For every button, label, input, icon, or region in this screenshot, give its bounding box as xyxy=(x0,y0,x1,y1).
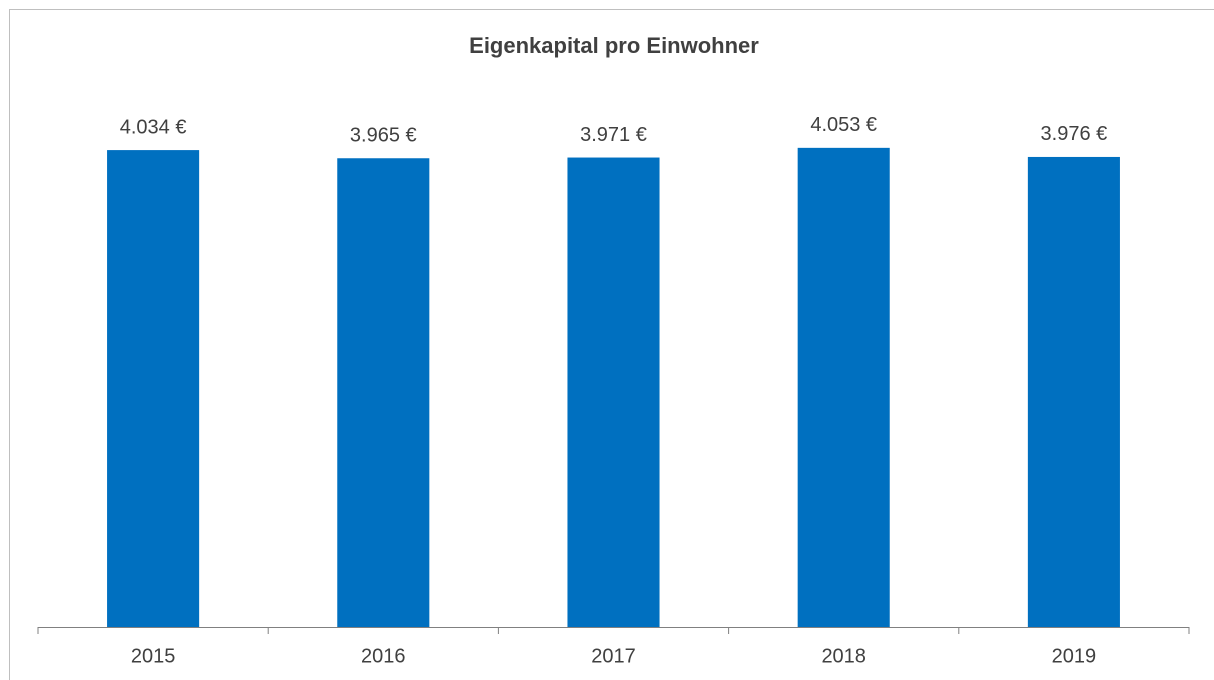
bar xyxy=(797,147,890,627)
data-label: 3.971 € xyxy=(580,124,647,146)
data-label: 3.976 € xyxy=(1041,123,1108,145)
data-label: 4.053 € xyxy=(810,114,877,136)
chart-title: Eigenkapital pro Einwohner xyxy=(469,33,759,58)
x-tick-label: 2017 xyxy=(591,645,636,667)
data-label: 3.965 € xyxy=(350,125,417,147)
bar xyxy=(1027,156,1120,628)
chart-frame xyxy=(9,9,1214,680)
bar xyxy=(107,150,200,627)
bar xyxy=(567,157,660,627)
x-tick-label: 2016 xyxy=(361,645,406,667)
x-tick-label: 2018 xyxy=(821,645,866,667)
x-tick-label: 2015 xyxy=(131,645,176,667)
data-label: 4.034 € xyxy=(120,116,187,138)
bar xyxy=(337,158,430,627)
x-tick-label: 2019 xyxy=(1052,645,1097,667)
